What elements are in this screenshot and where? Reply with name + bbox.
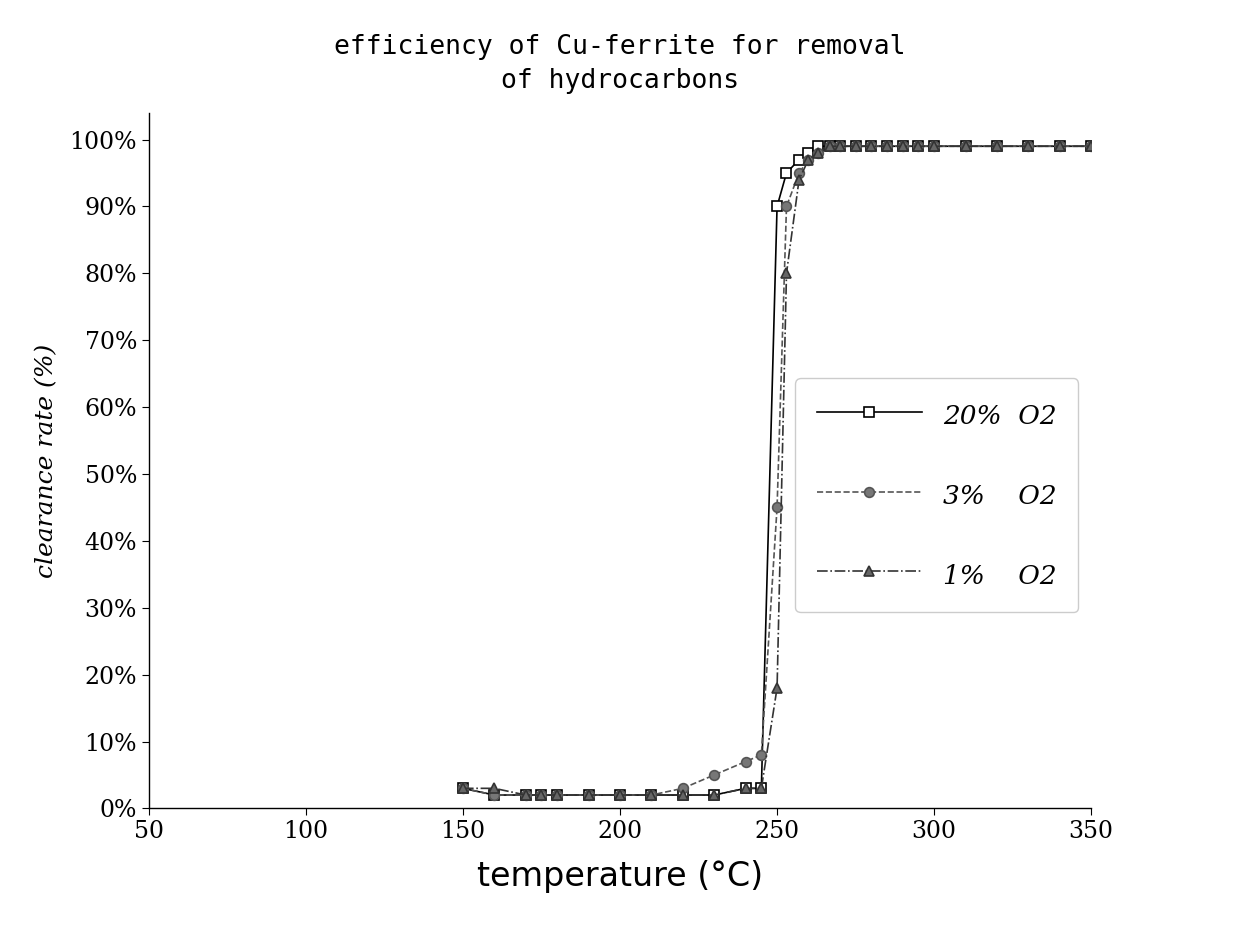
1%    O2 bbox=[487, 783, 502, 794]
20%  O2 bbox=[879, 141, 894, 152]
3%    O2 bbox=[864, 141, 879, 152]
20%  O2 bbox=[613, 790, 627, 801]
20%  O2 bbox=[738, 783, 753, 794]
20%  O2 bbox=[582, 790, 596, 801]
20%  O2 bbox=[779, 167, 794, 179]
20%  O2 bbox=[990, 141, 1004, 152]
20%  O2 bbox=[518, 790, 533, 801]
1%    O2 bbox=[848, 141, 863, 152]
20%  O2 bbox=[644, 790, 658, 801]
20%  O2 bbox=[911, 141, 926, 152]
3%    O2 bbox=[1084, 141, 1099, 152]
1%    O2 bbox=[801, 154, 816, 165]
1%    O2 bbox=[754, 783, 769, 794]
1%    O2 bbox=[676, 790, 691, 801]
3%    O2 bbox=[455, 783, 470, 794]
1%    O2 bbox=[549, 790, 564, 801]
Line: 20%  O2: 20% O2 bbox=[458, 141, 1096, 800]
20%  O2 bbox=[926, 141, 941, 152]
1%    O2 bbox=[832, 141, 847, 152]
3%    O2 bbox=[779, 201, 794, 212]
1%    O2 bbox=[791, 174, 806, 185]
1%    O2 bbox=[770, 682, 785, 694]
20%  O2 bbox=[864, 141, 879, 152]
1%    O2 bbox=[990, 141, 1004, 152]
1%    O2 bbox=[1084, 141, 1099, 152]
1%    O2 bbox=[455, 783, 470, 794]
3%    O2 bbox=[534, 790, 549, 801]
20%  O2 bbox=[823, 141, 838, 152]
1%    O2 bbox=[1021, 141, 1035, 152]
1%    O2 bbox=[582, 790, 596, 801]
3%    O2 bbox=[707, 769, 722, 780]
20%  O2 bbox=[487, 790, 502, 801]
1%    O2 bbox=[823, 141, 838, 152]
1%    O2 bbox=[911, 141, 926, 152]
1%    O2 bbox=[613, 790, 627, 801]
3%    O2 bbox=[487, 790, 502, 801]
3%    O2 bbox=[832, 141, 847, 152]
3%    O2 bbox=[613, 790, 627, 801]
X-axis label: temperature (°C): temperature (°C) bbox=[477, 860, 763, 893]
20%  O2 bbox=[895, 141, 910, 152]
1%    O2 bbox=[779, 268, 794, 279]
20%  O2 bbox=[1021, 141, 1035, 152]
1%    O2 bbox=[644, 790, 658, 801]
20%  O2 bbox=[770, 201, 785, 212]
3%    O2 bbox=[738, 756, 753, 767]
3%    O2 bbox=[879, 141, 894, 152]
1%    O2 bbox=[707, 790, 722, 801]
3%    O2 bbox=[959, 141, 973, 152]
3%    O2 bbox=[754, 749, 769, 760]
1%    O2 bbox=[895, 141, 910, 152]
20%  O2 bbox=[791, 154, 806, 165]
3%    O2 bbox=[518, 790, 533, 801]
3%    O2 bbox=[848, 141, 863, 152]
1%    O2 bbox=[879, 141, 894, 152]
1%    O2 bbox=[959, 141, 973, 152]
3%    O2 bbox=[582, 790, 596, 801]
3%    O2 bbox=[1021, 141, 1035, 152]
20%  O2 bbox=[707, 790, 722, 801]
20%  O2 bbox=[549, 790, 564, 801]
3%    O2 bbox=[644, 790, 658, 801]
20%  O2 bbox=[832, 141, 847, 152]
3%    O2 bbox=[990, 141, 1004, 152]
3%    O2 bbox=[549, 790, 564, 801]
1%    O2 bbox=[738, 783, 753, 794]
20%  O2 bbox=[848, 141, 863, 152]
3%    O2 bbox=[911, 141, 926, 152]
3%    O2 bbox=[811, 148, 826, 159]
20%  O2 bbox=[1084, 141, 1099, 152]
3%    O2 bbox=[770, 502, 785, 513]
3%    O2 bbox=[791, 167, 806, 179]
Y-axis label: clearance rate (%): clearance rate (%) bbox=[36, 343, 58, 578]
3%    O2 bbox=[895, 141, 910, 152]
20%  O2 bbox=[754, 783, 769, 794]
3%    O2 bbox=[801, 154, 816, 165]
Line: 3%    O2: 3% O2 bbox=[458, 141, 1096, 800]
Title: efficiency of Cu-ferrite for removal
of hydrocarbons: efficiency of Cu-ferrite for removal of … bbox=[335, 34, 905, 94]
3%    O2 bbox=[676, 783, 691, 794]
1%    O2 bbox=[926, 141, 941, 152]
20%  O2 bbox=[801, 148, 816, 159]
20%  O2 bbox=[676, 790, 691, 801]
Legend: 20%  O2, 3%    O2, 1%    O2: 20% O2, 3% O2, 1% O2 bbox=[796, 379, 1078, 612]
3%    O2 bbox=[1053, 141, 1068, 152]
3%    O2 bbox=[926, 141, 941, 152]
1%    O2 bbox=[534, 790, 549, 801]
20%  O2 bbox=[455, 783, 470, 794]
1%    O2 bbox=[1053, 141, 1068, 152]
20%  O2 bbox=[1053, 141, 1068, 152]
20%  O2 bbox=[534, 790, 549, 801]
1%    O2 bbox=[518, 790, 533, 801]
1%    O2 bbox=[864, 141, 879, 152]
Line: 1%    O2: 1% O2 bbox=[458, 141, 1096, 800]
20%  O2 bbox=[959, 141, 973, 152]
20%  O2 bbox=[811, 141, 826, 152]
1%    O2 bbox=[811, 148, 826, 159]
3%    O2 bbox=[823, 141, 838, 152]
